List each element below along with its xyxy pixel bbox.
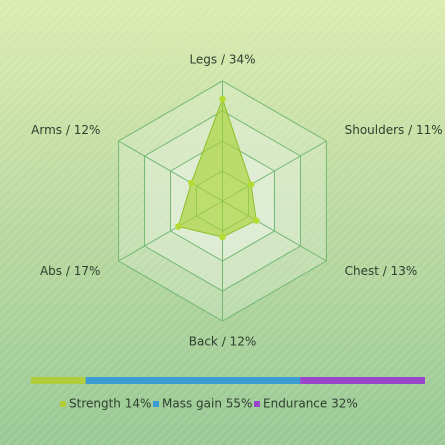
data-point-chest <box>252 217 260 224</box>
axis-label-back: Back / 12% <box>189 335 256 349</box>
data-point-legs <box>219 95 226 103</box>
axis-label-shoulders: Shoulders / 11% <box>345 123 443 137</box>
legend-label-strength: Strength 14% <box>69 397 151 411</box>
split-bar-segment-endurance <box>300 377 425 384</box>
axis-label-arms: Arms / 12% <box>31 123 100 137</box>
axis-label-abs: Abs / 17% <box>40 264 100 278</box>
radar-series <box>175 95 260 241</box>
legend-label-endurance: Endurance 32% <box>263 397 358 411</box>
split-bar-segment-strength <box>31 377 86 384</box>
legend-swatch-mass-gain <box>153 401 159 407</box>
split-bar-segment-mass-gain <box>85 377 301 384</box>
legend-swatch-strength <box>60 401 66 407</box>
legend-swatch-endurance <box>254 401 260 407</box>
axis-label-chest: Chest / 13% <box>345 264 418 278</box>
legend-label-mass-gain: Mass gain 55% <box>162 397 252 411</box>
axis-labels: Legs / 34% Shoulders / 11% Chest / 13% Back… <box>31 53 442 349</box>
legend: Strength 14% Mass gain 55% Endurance 32% <box>60 397 358 411</box>
axis-label-legs: Legs / 34% <box>189 53 255 67</box>
split-bar <box>31 377 425 384</box>
data-point-arms <box>188 179 195 187</box>
data-point-shoulders <box>247 181 255 188</box>
data-point-back <box>219 233 226 241</box>
data-point-abs <box>175 223 182 230</box>
